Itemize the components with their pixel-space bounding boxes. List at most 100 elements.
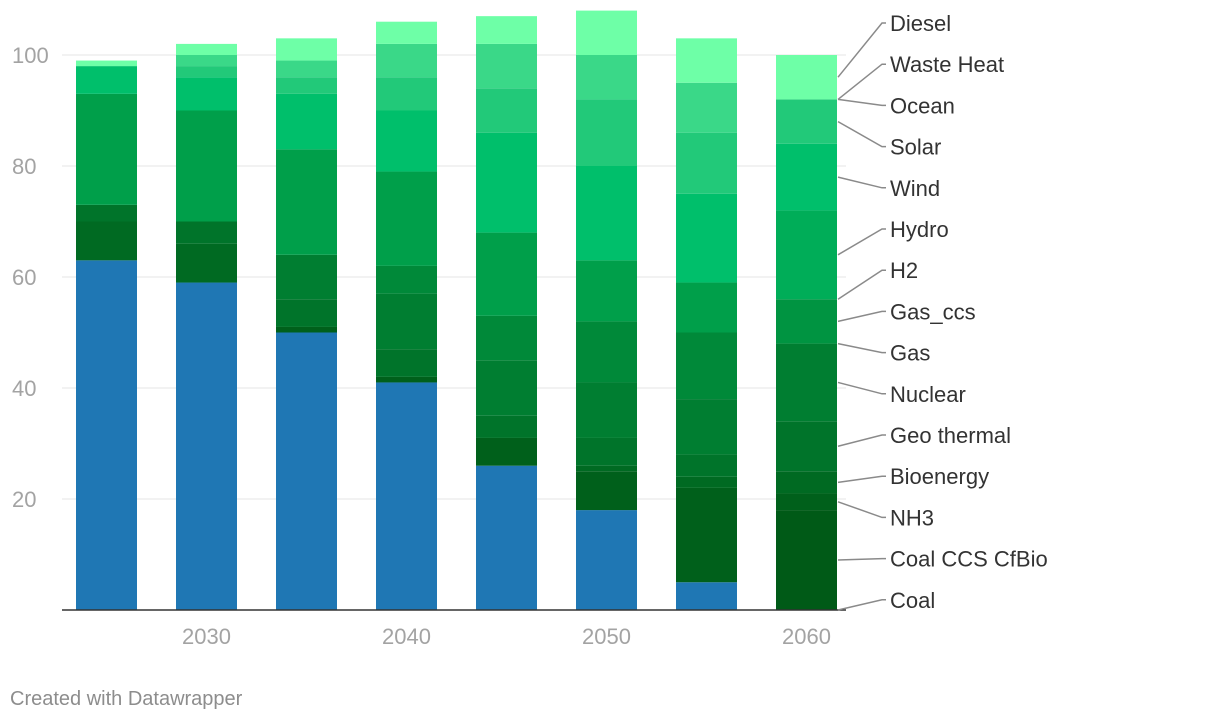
legend-leader-line	[837, 269, 886, 300]
legend-leader-line	[837, 176, 886, 189]
bar-segment-coal-ccs-cfbio-2060: Coal CCS CfBio 2060: 18	[776, 510, 837, 610]
bar-segment-geo-thermal-2055: Geo thermal 2055: 4	[676, 454, 737, 477]
legend-leader-line	[837, 22, 886, 78]
y-tick-label: 20	[12, 487, 36, 512]
legend-label-gas-ccs: Gas_ccs	[890, 299, 976, 324]
bar-segment-gas-2040: Gas 2040: 5	[376, 265, 437, 294]
bar-segment-gas-ccs-2060: Gas_ccs 2060: 8	[776, 299, 837, 344]
legend-label-hydro: Hydro	[890, 217, 949, 242]
legend-leader-line	[837, 120, 886, 148]
bar-segment-nuclear-2035: Nuclear 2035: 8	[276, 254, 337, 300]
bar-segment-wind-2040: Wind 2040: 11	[376, 110, 437, 172]
legend-label-nuclear: Nuclear	[890, 382, 966, 407]
x-tick-label: 2040	[382, 624, 431, 649]
y-tick-label: 100	[12, 43, 49, 68]
bar-segment-geo-thermal-2030: Geo thermal 2030: 4	[176, 221, 237, 244]
bar-segment-gas-2050: Gas 2050: 11	[576, 321, 637, 383]
bar-segment-geo-thermal-2040: Geo thermal 2040: 5	[376, 349, 437, 377]
x-tick-labels: 2030 2040 2050 2060	[182, 624, 831, 649]
bar-segment-wind-2035: Wind 2035: 10	[276, 93, 337, 150]
legend-label-coal-ccs-cfbio: Coal CCS CfBio	[890, 547, 1048, 572]
bar-segment-nh3-2055: NH3 2055: 17	[676, 487, 737, 583]
legend-label-geo-thermal: Geo thermal	[890, 423, 1011, 448]
bar-segment-bioenergy-2025: Bioenergy 2025: 7	[76, 221, 137, 261]
bar-segment-wind-2055: Wind 2055: 16	[676, 193, 737, 283]
bar-segment-geo-thermal-2035: Geo thermal 2035: 5	[276, 299, 337, 327]
bar-segment-nuclear-2060: Nuclear 2060: 14	[776, 343, 837, 422]
bar-segment-h2-2040: H2 2040: 17	[376, 171, 437, 266]
y-tick-label: 60	[12, 265, 36, 290]
bar-segment-coal-2030: Coal 2030: 59	[176, 282, 237, 610]
x-tick-label: 2060	[782, 624, 831, 649]
bar-segment-coal-2055: Coal 2055: 5	[676, 582, 737, 610]
bar-segment-geo-thermal-2060: Geo thermal 2060: 9	[776, 421, 837, 472]
bar-segment-geo-thermal-2045: Geo thermal 2045: 4	[476, 415, 537, 438]
legend-label-waste-heat: Waste Heat	[890, 52, 1004, 77]
bar-segment-h2-2030: H2 2030: 20	[176, 110, 237, 222]
legend-label-gas: Gas	[890, 341, 930, 366]
legend-label-coal: Coal	[890, 588, 935, 613]
bar-segment-geo-thermal-2050: Geo thermal 2050: 5	[576, 437, 637, 466]
bar-segment-wind-2045: Wind 2045: 18	[476, 132, 537, 233]
bar-segment-solar-2035: Solar 2035: 3	[276, 77, 337, 94]
bar-segment-coal-2045: Coal 2045: 26	[476, 465, 537, 610]
bar-segment-ocean-2055: Ocean 2055: 9	[676, 82, 737, 133]
x-tick-label: 2030	[182, 624, 231, 649]
legend-leader-line	[837, 310, 886, 323]
bar-segment-bioenergy-2050: Bioenergy 2050: 1	[576, 465, 637, 472]
bar-segment-nuclear-2055: Nuclear 2055: 10	[676, 399, 737, 455]
bar-segment-nh3-2035: NH3 2035: 1	[276, 326, 337, 333]
legend-leader-line	[837, 557, 886, 561]
bar-segment-solar-2045: Solar 2045: 8	[476, 88, 537, 133]
legend-leader-line	[837, 98, 886, 107]
bar-segment-h2-2050: H2 2050: 11	[576, 260, 637, 322]
bar-segment-diesel-2045: Diesel 2045: 5	[476, 16, 537, 44]
bar-segment-nuclear-2045: Nuclear 2045: 10	[476, 360, 537, 416]
bar-layer: Coal 2025: 63Bioenergy 2025: 7 Geo therma…	[76, 10, 837, 610]
bar-segment-gas-2055: Gas 2055: 12	[676, 332, 737, 400]
bar-segment-wind-2030: Wind 2030: 6	[176, 77, 237, 111]
y-tick-labels: 20 40 60 80 100	[12, 43, 49, 512]
bar-segment-nh3-2045: NH3 2045: 5	[476, 437, 537, 466]
legend-leader-line	[837, 475, 886, 484]
bar-segment-wind-2025: Wind 2025: 5	[76, 66, 137, 94]
bar-segment-diesel-2035: Diesel 2035: 4	[276, 38, 337, 61]
bar-segment-ocean-2050: Ocean 2050: 8	[576, 55, 637, 100]
bar-segment-diesel-2055: Diesel 2055: 8	[676, 38, 737, 83]
y-tick-label: 80	[12, 154, 36, 179]
bar-segment-coal-2025: Coal 2025: 63	[76, 260, 137, 610]
bar-segment-nh3-2060: NH3 2060: 3	[776, 493, 837, 511]
legend-label-wind: Wind	[890, 176, 940, 201]
legend-leader-line	[837, 228, 886, 256]
credit-text: Created with Datawrapper	[10, 688, 243, 710]
bar-segment-nh3-2040: NH3 2040: 1	[376, 376, 437, 383]
bar-segment-diesel-2050: Diesel 2050: 8	[576, 10, 637, 56]
bar-segment-bioenergy-2030: Bioenergy 2030: 7	[176, 243, 237, 283]
y-tick-label: 40	[12, 376, 36, 401]
bar-segment-solar-2060: Solar 2060: 8	[776, 99, 837, 144]
bar-segment-bioenergy-2055: Bioenergy 2055: 2	[676, 476, 737, 488]
legend-label-h2: H2	[890, 258, 918, 283]
bar-segment-h2-2025: H2 2025: 20	[76, 93, 137, 205]
legend: Coal Coal CCS CfBio NH3 Bioenergy Geo therma…	[837, 11, 1048, 613]
bar-segment-coal-2040: Coal 2040: 41	[376, 382, 437, 610]
bar-segment-ocean-2035: Ocean 2035: 3	[276, 60, 337, 78]
legend-label-solar: Solar	[890, 135, 941, 160]
x-tick-label: 2050	[582, 624, 631, 649]
bar-segment-solar-2040: Solar 2040: 6	[376, 77, 437, 111]
legend-leader-line	[837, 342, 886, 354]
bar-segment-ocean-2040: Ocean 2040: 6	[376, 43, 437, 78]
legend-leader-line	[837, 434, 886, 448]
bar-segment-h2-2045: H2 2045: 15	[476, 232, 537, 316]
bar-segment-nuclear-2050: Nuclear 2050: 10	[576, 382, 637, 438]
legend-leader-line	[837, 501, 886, 519]
bar-segment-nh3-2050: NH3 2050: 7	[576, 471, 637, 511]
bar-segment-diesel-2025: Diesel 2025: 1	[76, 60, 137, 67]
bar-segment-coal-2050: Coal 2050: 18	[576, 510, 637, 610]
legend-label-nh3: NH3	[890, 505, 934, 530]
legend-leader-line	[837, 63, 886, 100]
bar-segment-diesel-2060: Diesel 2060: 8	[776, 55, 837, 100]
bar-segment-nuclear-2040: Nuclear 2040: 10	[376, 293, 437, 350]
